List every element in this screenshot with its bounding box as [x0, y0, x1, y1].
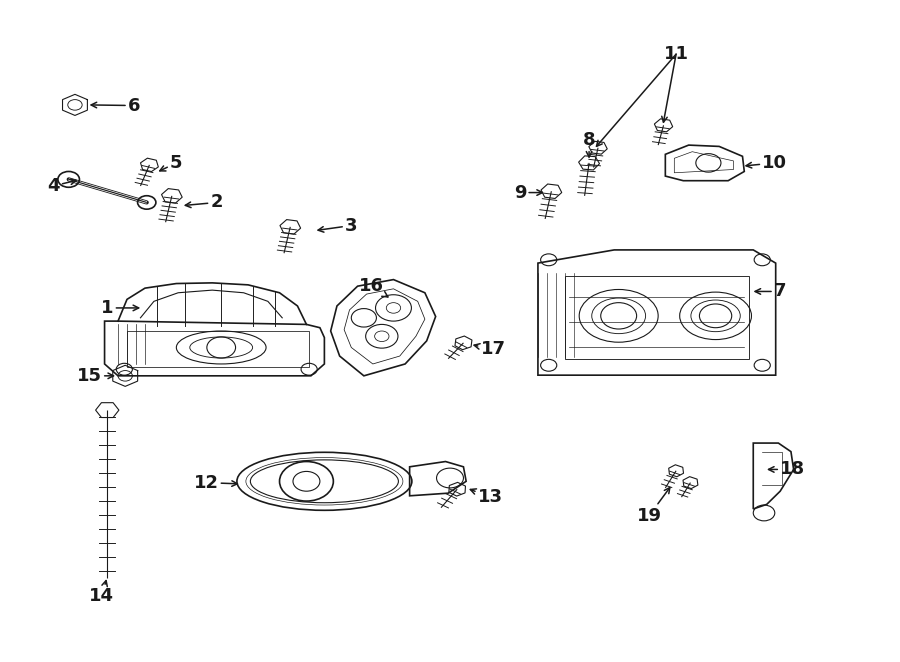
Text: 17: 17	[474, 340, 506, 358]
Text: 12: 12	[194, 473, 238, 492]
Text: 6: 6	[91, 97, 140, 115]
Text: 2: 2	[185, 193, 223, 211]
Text: 4: 4	[47, 177, 76, 195]
Text: 13: 13	[471, 488, 503, 506]
Text: 16: 16	[358, 277, 388, 297]
Text: 19: 19	[636, 487, 670, 524]
Text: 9: 9	[514, 183, 543, 201]
Text: 14: 14	[89, 581, 114, 605]
Text: 18: 18	[769, 461, 806, 479]
Text: 10: 10	[746, 154, 788, 172]
Text: 3: 3	[318, 216, 357, 234]
Text: 1: 1	[101, 299, 139, 317]
Text: 7: 7	[755, 283, 787, 301]
Text: 5: 5	[160, 154, 183, 172]
Text: 15: 15	[76, 367, 113, 385]
Text: 8: 8	[583, 131, 596, 157]
Text: 11: 11	[663, 45, 688, 63]
